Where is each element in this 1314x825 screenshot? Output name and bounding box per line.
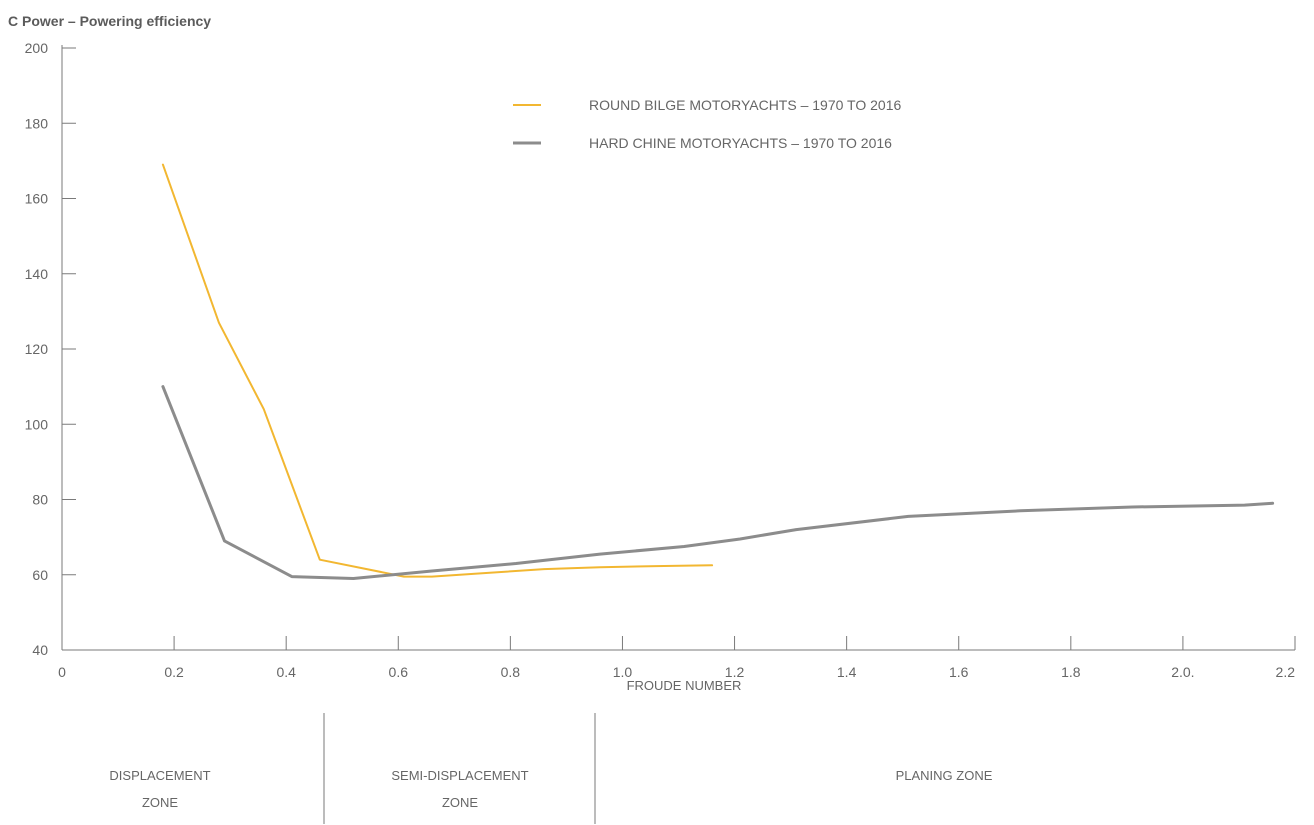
y-tick-label: 40 (32, 642, 48, 658)
chart-title: C Power – Powering efficiency (8, 13, 211, 29)
x-tick-label: 0.8 (501, 664, 521, 680)
zone-bar: DISPLACEMENT ZONE SEMI-DISPLACEMENT ZONE… (109, 713, 993, 824)
x-tick-label: 2.2 (1276, 664, 1296, 680)
x-tick-label: 1.2 (725, 664, 745, 680)
zone-semi-displacement-label-line2: ZONE (442, 795, 478, 810)
x-tick-label: 0.4 (276, 664, 296, 680)
series-group (161, 163, 1275, 580)
y-tick-label: 120 (25, 341, 49, 357)
y-tick-label: 160 (25, 191, 49, 207)
y-tick-label: 180 (25, 115, 49, 131)
legend-label-round-bilge: ROUND BILGE MOTORYACHTS – 1970 TO 2016 (589, 97, 901, 113)
zone-planing-label: PLANING ZONE (896, 768, 993, 783)
y-tick-label: 200 (25, 40, 49, 56)
zone-displacement-label-line2: ZONE (142, 795, 178, 810)
y-axis: 40 60 80 100 120 140 160 180 200 (25, 40, 76, 658)
zone-semi-displacement-label: SEMI-DISPLACEMENT (391, 768, 528, 783)
x-tick-label: 0.2 (164, 664, 184, 680)
x-tick-label: 1.6 (949, 664, 969, 680)
legend-label-hard-chine: HARD CHINE MOTORYACHTS – 1970 TO 2016 (589, 135, 892, 151)
zone-displacement-label: DISPLACEMENT (109, 768, 210, 783)
x-tick-label: 1.4 (837, 664, 857, 680)
series-line-hard-chine (161, 385, 1275, 580)
x-tick-label: 2.0. (1171, 664, 1194, 680)
y-tick-label: 100 (25, 416, 49, 432)
series-line-round-bilge (161, 163, 714, 578)
y-tick-label: 140 (25, 266, 49, 282)
x-tick-label: 0 (58, 664, 66, 680)
x-tick-label: 0.6 (389, 664, 409, 680)
x-axis: 0 0.2 0.4 0.6 0.8 1.0 1.2 1.4 1.6 1.8 2.0. 2.2 (58, 636, 1296, 680)
x-tick-label: 1.0 (613, 664, 633, 680)
y-tick-label: 80 (32, 492, 48, 508)
y-tick-label: 60 (32, 567, 48, 583)
x-axis-title: FROUDE NUMBER (627, 678, 742, 693)
legend: ROUND BILGE MOTORYACHTS – 1970 TO 2016 H… (513, 97, 901, 151)
x-tick-label: 1.8 (1061, 664, 1081, 680)
